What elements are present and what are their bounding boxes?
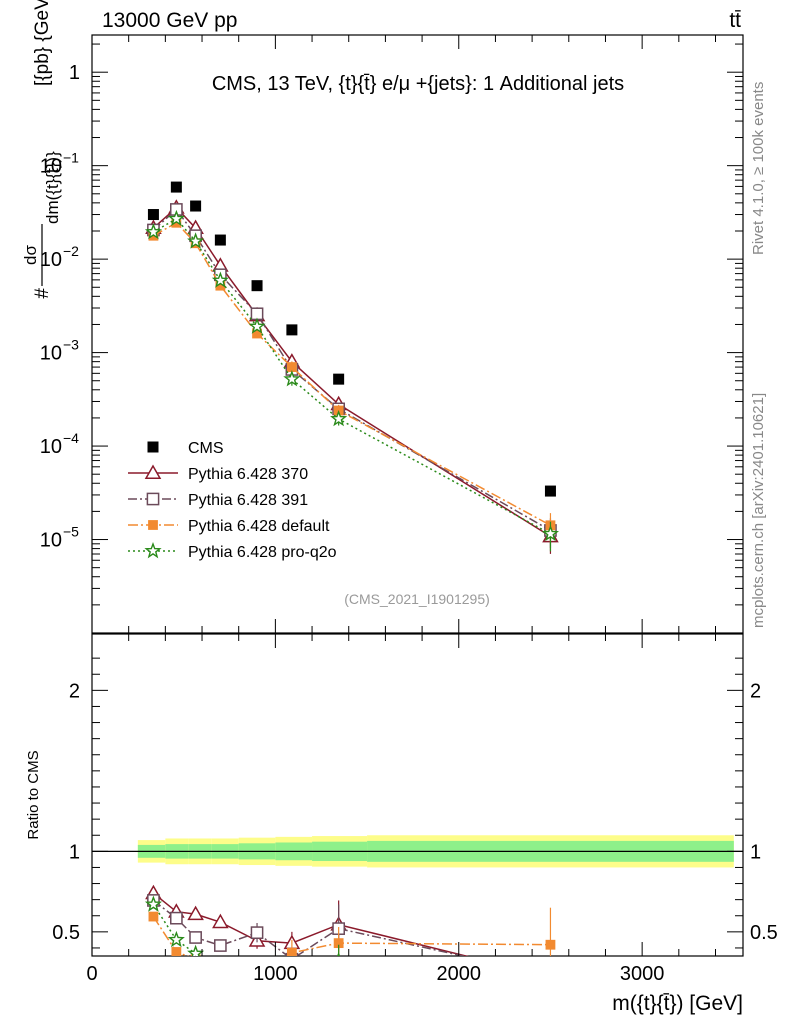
ratio-tick-label-left: 0.5 (52, 922, 80, 944)
filled-square-marker (333, 938, 344, 949)
beam-label: 13000 GeV pp (102, 9, 237, 32)
filled-square-marker (148, 911, 159, 922)
filled-square-marker (545, 939, 556, 950)
x-tick-label: 1000 (253, 963, 298, 985)
star-marker (167, 209, 185, 227)
ratio-line (152, 899, 467, 956)
open-square-marker (214, 939, 227, 952)
filled-square-marker (171, 217, 182, 228)
main-panel: CMS, 13 TeV, {t}{t̄} e/μ +{jets}: 1 Addi… (40, 34, 744, 634)
ratio-line (152, 916, 551, 956)
filled-square-marker (286, 362, 297, 372)
ratio-tick-label-left: 1 (69, 841, 80, 863)
data-marker (214, 234, 226, 246)
series-line (153, 217, 551, 535)
y-axis-title: # dσ dm({t}{t̄})} [{pb} {GeV}] -1 (21, 0, 62, 299)
triangle-marker (543, 970, 557, 982)
star-marker (211, 271, 229, 288)
star-marker (330, 410, 348, 427)
legend-label: Pythia 6.428 pro-q2o (188, 544, 337, 561)
y-axis-title-prefix: # (32, 288, 53, 299)
triangle-marker (212, 913, 229, 929)
y-axis-title-units: [{pb} {GeV}] (32, 0, 53, 86)
y-tick-label: 1 (69, 62, 80, 84)
reference-label: (CMS_2021_I1901295) (344, 591, 490, 607)
star-marker (337, 951, 341, 956)
star-marker (214, 962, 227, 975)
star-marker (544, 973, 557, 986)
y-axis-title-denominator: dm({t}{t̄})} (43, 151, 62, 224)
ratio-panel: 0.5 0.5 1 1 2 2 Ratio to CMS (25, 633, 778, 986)
legend: CMS Pythia 6.428 370 Pythia 6.428 391 Pythi… (128, 440, 337, 561)
y-tick-label: 10 (40, 436, 62, 458)
triangle-marker (144, 464, 162, 479)
open-square-marker (250, 926, 264, 940)
series-line (152, 206, 551, 538)
filled-square-marker (171, 947, 182, 956)
y-tick-exponent: −3 (63, 337, 79, 353)
x-tick-label: 0 (86, 963, 97, 985)
mcplots-label: mcplots.cern.ch [arXiv:2401.10621] (750, 393, 767, 628)
filled-square-marker (252, 328, 262, 339)
ratio-panel-frame (91, 633, 744, 957)
data-marker (333, 373, 345, 385)
star-marker (144, 895, 163, 912)
main-panel-frame (91, 34, 744, 634)
legend-label: Pythia 6.428 391 (188, 492, 308, 509)
legend-label: Pythia 6.428 370 (188, 466, 308, 483)
ratio-line (152, 904, 201, 956)
filled-square-marker (286, 947, 297, 956)
x-tick-label: 3000 (620, 963, 665, 985)
star-marker (144, 223, 163, 240)
star-marker (187, 944, 205, 956)
y-tick-exponent: −1 (63, 150, 79, 166)
star-marker (541, 524, 560, 542)
star-marker (167, 930, 185, 948)
ratio-tick-label-right: 2 (750, 680, 761, 702)
ratio-tick-label-right: 1 (750, 841, 761, 863)
open-square-marker (146, 492, 160, 506)
data-marker (190, 200, 202, 212)
open-square-marker (545, 970, 556, 981)
filled-square-marker (215, 969, 225, 979)
star-marker (187, 232, 205, 249)
filled-square-marker (148, 520, 158, 530)
data-marker (147, 209, 159, 221)
y-axis-title-numerator: dσ (21, 245, 40, 265)
data-marker (286, 324, 298, 336)
legend-label: Pythia 6.428 default (188, 518, 330, 535)
process-label: tt̄ (729, 9, 741, 32)
open-square-marker (170, 911, 183, 925)
y-tick-exponent: −4 (63, 430, 79, 446)
data-marker (544, 485, 556, 497)
data-marker (251, 280, 263, 292)
y-tick-exponent: −5 (63, 524, 79, 540)
ratio-tick-label-right: 0.5 (750, 922, 778, 944)
y-tick-label: 10 (40, 249, 62, 271)
data-marker (170, 181, 182, 193)
y-tick-label: 10 (40, 530, 62, 552)
y-tick-label: 10 (40, 156, 62, 178)
ratio-tick-label-left: 2 (69, 680, 80, 702)
star-marker (283, 370, 301, 387)
chart-title: CMS, 13 TeV, {t}{t̄} e/μ +{jets}: 1 Addi… (212, 73, 624, 95)
triangle-marker (187, 905, 204, 921)
open-square-marker (189, 931, 202, 944)
y-tick-exponent: −2 (63, 243, 79, 259)
x-axis-title: m({t}{t̄}) [GeV] (612, 992, 743, 1015)
ratio-line (152, 892, 469, 956)
star-marker (248, 317, 266, 334)
star-marker (144, 541, 162, 559)
data-marker (147, 441, 159, 453)
filled-square-marker (215, 280, 226, 291)
y-tick-label: 10 (40, 343, 62, 365)
rivet-label: Rivet 4.1.0, ≥ 100k events (750, 82, 767, 255)
legend-label: CMS (188, 440, 224, 457)
x-tick-label: 2000 (437, 963, 482, 985)
ratio-axis-title: Ratio to CMS (25, 750, 42, 839)
